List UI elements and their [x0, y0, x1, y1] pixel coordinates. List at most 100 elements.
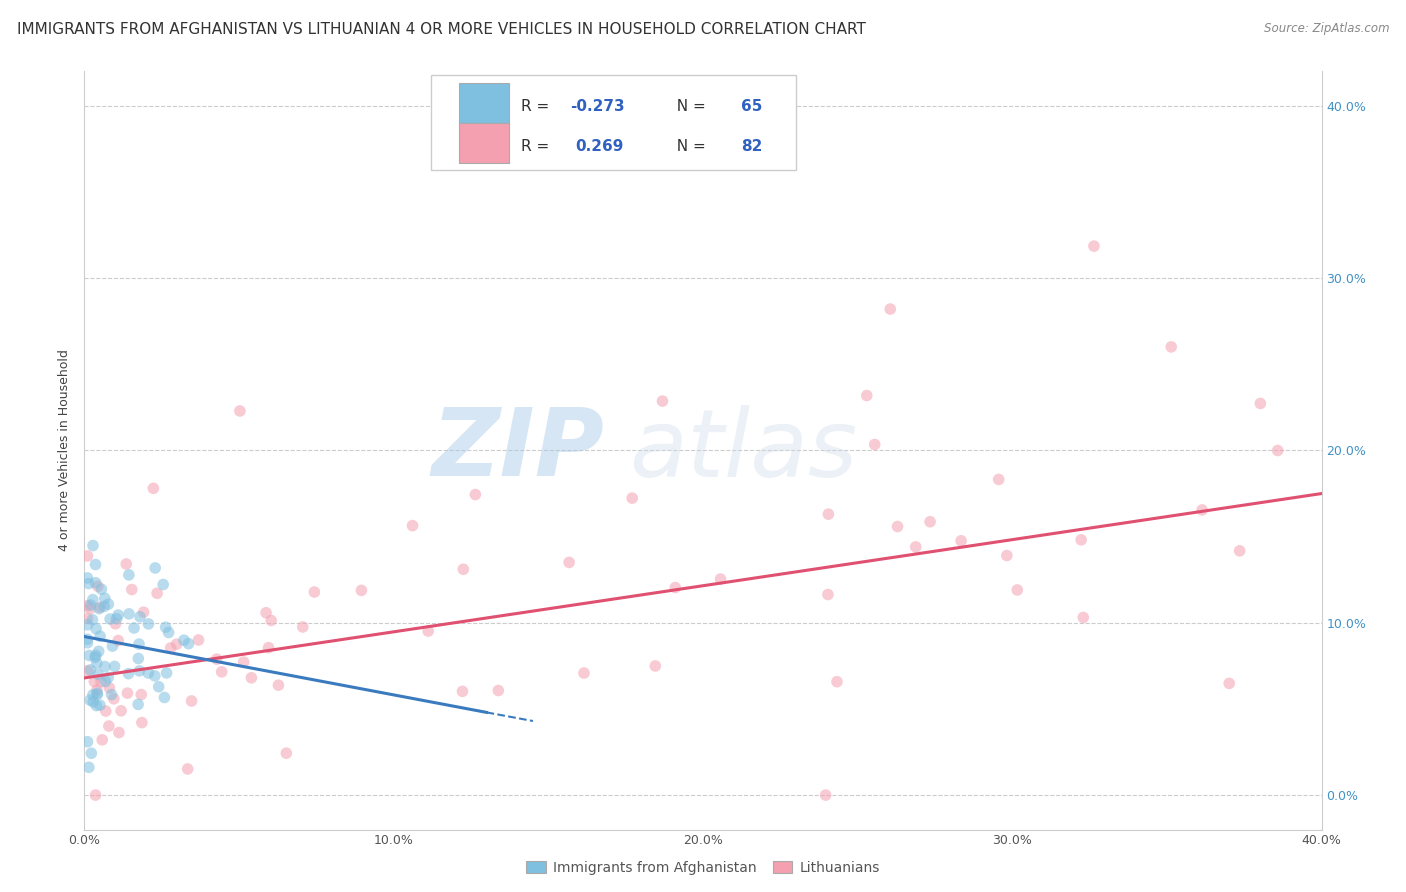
Point	[128, 637, 150, 651]
Point	[904, 540, 927, 554]
Point	[89, 600, 111, 615]
Point	[86, 698, 108, 713]
Point	[76, 735, 98, 749]
Point	[205, 652, 228, 666]
Point	[105, 612, 128, 626]
Point	[664, 581, 686, 595]
Point	[131, 715, 153, 730]
Point	[1083, 239, 1105, 253]
Point	[98, 681, 121, 695]
Point	[187, 633, 209, 648]
Point	[115, 557, 138, 571]
Point	[152, 577, 174, 591]
Point	[886, 519, 908, 533]
Point	[1218, 676, 1240, 690]
Point	[91, 732, 114, 747]
Point	[146, 586, 169, 600]
Point	[84, 648, 107, 663]
Point	[82, 688, 104, 702]
Point	[817, 507, 839, 521]
Point	[84, 788, 107, 802]
Point	[1070, 533, 1092, 547]
Point	[879, 301, 901, 316]
Point	[94, 659, 117, 673]
Point	[148, 680, 170, 694]
Point	[104, 616, 127, 631]
Point	[122, 621, 145, 635]
Point	[1229, 544, 1251, 558]
Point	[100, 688, 122, 702]
Point	[129, 688, 152, 702]
Point	[97, 719, 120, 733]
Point	[117, 686, 139, 700]
Point	[117, 666, 139, 681]
Point	[127, 698, 149, 712]
Text: 0.269: 0.269	[575, 139, 624, 154]
Point	[86, 683, 108, 698]
Point	[94, 674, 117, 689]
Point	[79, 598, 101, 612]
Point	[260, 614, 283, 628]
Text: atlas: atlas	[628, 405, 858, 496]
Point	[103, 691, 125, 706]
Point	[86, 686, 108, 700]
Point	[143, 561, 166, 575]
Y-axis label: 4 or more Vehicles in Household: 4 or more Vehicles in Household	[58, 350, 72, 551]
Point	[240, 671, 263, 685]
Point	[97, 597, 120, 611]
Point	[621, 491, 644, 505]
Point	[863, 437, 886, 451]
Point	[229, 404, 252, 418]
Point	[709, 572, 731, 586]
Point	[93, 599, 115, 614]
Point	[644, 659, 666, 673]
Point	[98, 612, 121, 626]
Point	[651, 394, 673, 409]
Point	[82, 613, 104, 627]
Point	[127, 651, 149, 665]
Point	[89, 698, 111, 713]
Point	[82, 695, 104, 709]
FancyBboxPatch shape	[430, 75, 796, 170]
Point	[79, 601, 101, 615]
Point	[304, 585, 326, 599]
Text: ZIP: ZIP	[432, 404, 605, 497]
Point	[103, 659, 125, 673]
Point	[464, 487, 486, 501]
Point	[572, 666, 595, 681]
Point	[418, 624, 440, 638]
Point	[1007, 582, 1029, 597]
Point	[995, 549, 1018, 563]
Point	[267, 678, 290, 692]
Point	[76, 632, 98, 647]
Point	[76, 611, 98, 625]
Point	[90, 582, 112, 597]
Point	[257, 640, 280, 655]
Point	[987, 473, 1010, 487]
Point	[76, 571, 98, 585]
Point	[94, 591, 117, 606]
Point	[79, 663, 101, 677]
Point	[142, 481, 165, 495]
Point	[84, 650, 107, 665]
Point	[138, 666, 160, 681]
Point	[121, 582, 143, 597]
Point	[1071, 610, 1094, 624]
Point	[558, 555, 581, 569]
FancyBboxPatch shape	[460, 83, 509, 122]
Point	[814, 788, 837, 802]
Point	[87, 601, 110, 615]
Point	[84, 575, 107, 590]
Point	[89, 629, 111, 643]
Point	[80, 746, 103, 760]
Point	[138, 616, 160, 631]
Point	[90, 675, 112, 690]
Text: 65: 65	[741, 99, 762, 114]
Point	[76, 617, 98, 632]
Point	[153, 690, 176, 705]
Point	[118, 567, 141, 582]
Point	[486, 683, 509, 698]
Point	[855, 388, 877, 402]
Point	[83, 674, 105, 689]
Text: R =: R =	[522, 99, 554, 114]
